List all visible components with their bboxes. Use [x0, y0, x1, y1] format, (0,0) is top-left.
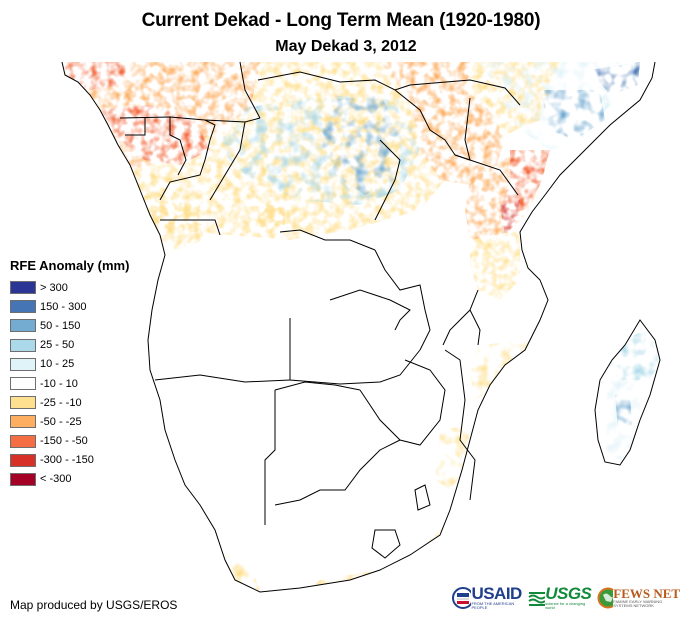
- usaid-tagline: FROM THE AMERICAN PEOPLE: [471, 601, 515, 610]
- legend-label: -25 - -10: [40, 396, 82, 409]
- credit-text: Map produced by USGS/EROS: [10, 598, 178, 612]
- legend-item: -25 - -10: [10, 393, 129, 412]
- usgs-logo: USGS science for a changing world: [528, 585, 592, 610]
- legend-item: -300 - -150: [10, 451, 129, 470]
- legend: RFE Anomaly (mm) > 300 150 - 300 50 - 150 2…: [10, 258, 129, 489]
- legend-item: 150 - 300: [10, 297, 129, 316]
- anomaly-map: [61, 61, 661, 593]
- legend-title: RFE Anomaly (mm): [10, 258, 130, 273]
- legend-swatch: [10, 357, 36, 371]
- usaid-wordmark: USAID: [471, 584, 522, 603]
- usgs-wordmark: USGS: [545, 584, 592, 603]
- legend-item: 25 - 50: [10, 336, 129, 355]
- legend-label: 50 - 150: [40, 319, 81, 332]
- map-title: Current Dekad - Long Term Mean (1920-198…: [141, 10, 541, 31]
- legend-label: 10 - 25: [40, 358, 75, 371]
- legend-label: 150 - 300: [40, 300, 87, 313]
- legend-item: -150 - -50: [10, 432, 129, 451]
- legend-label: -300 - -150: [40, 454, 94, 467]
- legend-label: -10 - 10: [40, 377, 78, 390]
- legend-swatch: [10, 377, 36, 391]
- legend-swatch: [10, 319, 36, 333]
- country-borders: [61, 61, 661, 593]
- legend-swatch: [10, 338, 36, 352]
- legend-swatch: [10, 434, 36, 448]
- fewsnet-logo: FEWS NET FAMINE EARLY WARNING SYSTEMS NE…: [597, 587, 682, 609]
- legend-label: < -300: [40, 473, 72, 486]
- anomaly-raster: [62, 62, 660, 592]
- usaid-seal-icon: [452, 586, 472, 609]
- legend-item: > 300: [10, 278, 129, 297]
- legend-swatch: [10, 472, 36, 486]
- legend-label: -50 - -25: [40, 415, 82, 428]
- usgs-waves-icon: [528, 591, 546, 606]
- legend-label: > 300: [40, 281, 68, 294]
- legend-label: 25 - 50: [40, 339, 75, 352]
- legend-swatch: [10, 300, 36, 314]
- legend-label: -150 - -50: [40, 435, 88, 448]
- legend-item: -10 - 10: [10, 374, 129, 393]
- legend-swatch: [10, 281, 36, 295]
- fewsnet-globe-icon: [597, 587, 614, 608]
- legend-swatch: [10, 396, 36, 410]
- map-subtitle: May Dekad 3, 2012: [275, 38, 417, 55]
- fewsnet-wordmark: FEWS NET: [613, 586, 681, 601]
- legend-items: > 300 150 - 300 50 - 150 25 - 50 10 - 25 -10 …: [10, 278, 129, 489]
- usaid-logo: USAID FROM THE AMERICAN PEOPLE: [452, 585, 524, 610]
- fewsnet-tagline: FAMINE EARLY WARNING SYSTEMS NETWORK: [613, 599, 663, 608]
- legend-swatch: [10, 415, 36, 429]
- partner-logos: USAID FROM THE AMERICAN PEOPLE USGS scie…: [452, 585, 682, 610]
- usgs-tagline: science for a changing world: [545, 601, 586, 610]
- legend-item: 50 - 150: [10, 316, 129, 335]
- legend-swatch: [10, 453, 36, 467]
- legend-item: 10 - 25: [10, 355, 129, 374]
- legend-item: < -300: [10, 470, 129, 489]
- legend-item: -50 - -25: [10, 412, 129, 431]
